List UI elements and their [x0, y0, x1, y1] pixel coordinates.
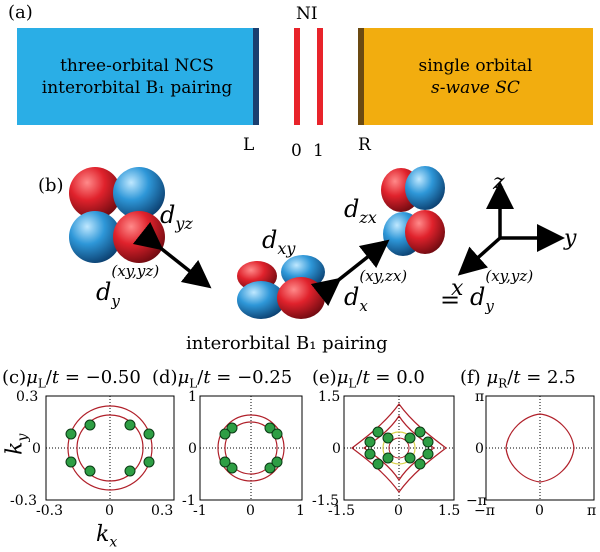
tick-c-y-mid: 0	[32, 441, 41, 457]
tick-e-y-mid: 0	[332, 441, 341, 457]
label-dzx: dzx	[344, 195, 377, 227]
ni-label: NI	[296, 4, 318, 24]
left-block-line1: three-orbital NCS	[60, 55, 214, 76]
coupling-arrow-left	[132, 221, 212, 289]
tick-d-y-mid: 0	[188, 441, 197, 457]
xlabel-kx: kx	[96, 522, 118, 551]
tick-d-x-right: 1	[296, 503, 305, 519]
ni-site-0-bar	[294, 28, 300, 125]
axis-x-label: x	[451, 276, 464, 301]
right-block-line1: single orbital	[418, 55, 533, 76]
axis-y-label: y	[564, 226, 577, 251]
panel-c-plot	[45, 395, 175, 501]
tick-c-y-top: 0.3	[16, 389, 39, 405]
panel-e-plot	[343, 395, 455, 501]
tick-0: 0	[291, 141, 302, 161]
label-dyz: dyz	[160, 201, 193, 233]
tick-d-y-bot: -1	[182, 493, 196, 509]
coordinate-axes	[457, 181, 565, 276]
panel-e-title: (e)μL/t = 0.0	[312, 367, 425, 391]
tick-d-x-mid: 0	[246, 503, 255, 519]
fermi-surface-panels	[45, 395, 595, 501]
panel-c-title: (c)μL/t = −0.50	[2, 367, 141, 391]
ni-site-1-bar	[317, 28, 323, 125]
pair-left: d (xy,yz) y	[96, 262, 160, 310]
tick-c-x-mid: 0	[105, 503, 114, 519]
panel-d-title: (d)μL/t = −0.25	[152, 367, 293, 391]
panel-f-title: (f) μR/t = 2.5	[460, 367, 576, 391]
left-block-line2: interorbital B₁ pairing	[41, 77, 233, 98]
panel-b-orbitals	[69, 166, 565, 319]
tick-f-y-bot: −π	[466, 493, 487, 509]
label-dxy: dxy	[262, 226, 296, 258]
tick-e-y-top: 1.5	[318, 389, 341, 405]
equals-sign: =	[440, 286, 461, 314]
left-block-edge	[253, 28, 259, 125]
pair-right: d (xy,zx) x	[344, 267, 408, 315]
tick-f-x-left: −π	[474, 503, 495, 519]
tick-d-x-left: -1	[193, 503, 207, 519]
panel-a-label: (a)	[8, 2, 33, 23]
panel-f-plot	[485, 395, 595, 501]
tick-f-y-mid: 0	[475, 441, 484, 457]
coupling-arrow-right	[310, 239, 390, 307]
tick-f-x-mid: 0	[535, 503, 544, 519]
tick-e-y-bot: -1.5	[312, 493, 339, 509]
right-block-s-wave-sc: single orbital s-wave SC	[358, 28, 593, 125]
orbital-dzx	[381, 166, 445, 256]
pair-right2: d (xy,yz) y	[470, 267, 534, 315]
caption-interorbital-pairing: interorbital B₁ pairing	[186, 333, 388, 354]
orbital-dyz	[69, 167, 165, 263]
right-block-edge	[358, 28, 364, 125]
left-block-three-orbital-ncs: three-orbital NCS interorbital B₁ pairin…	[17, 28, 257, 125]
orbital-dxy	[237, 255, 325, 319]
axis-z-label: z	[493, 170, 505, 195]
tick-c-x-left: -0.3	[36, 503, 63, 519]
tick-1: 1	[313, 141, 324, 161]
tick-L: L	[243, 135, 255, 155]
panel-b-label: (b)	[38, 175, 64, 196]
tick-f-y-top: π	[475, 389, 485, 405]
tick-R: R	[358, 135, 371, 155]
tick-c-x-right: 0.3	[151, 503, 174, 519]
tick-d-y-top: 1	[188, 389, 197, 405]
tick-e-x-left: -1.5	[328, 503, 355, 519]
right-block-line2: s-wave SC	[431, 77, 520, 98]
tick-f-x-right: π	[587, 503, 597, 519]
tick-e-x-right: 1.5	[438, 503, 461, 519]
panel-d-plot	[199, 395, 303, 501]
tick-e-x-mid: 0	[394, 503, 403, 519]
tick-c-y-bot: -0.3	[10, 493, 37, 509]
